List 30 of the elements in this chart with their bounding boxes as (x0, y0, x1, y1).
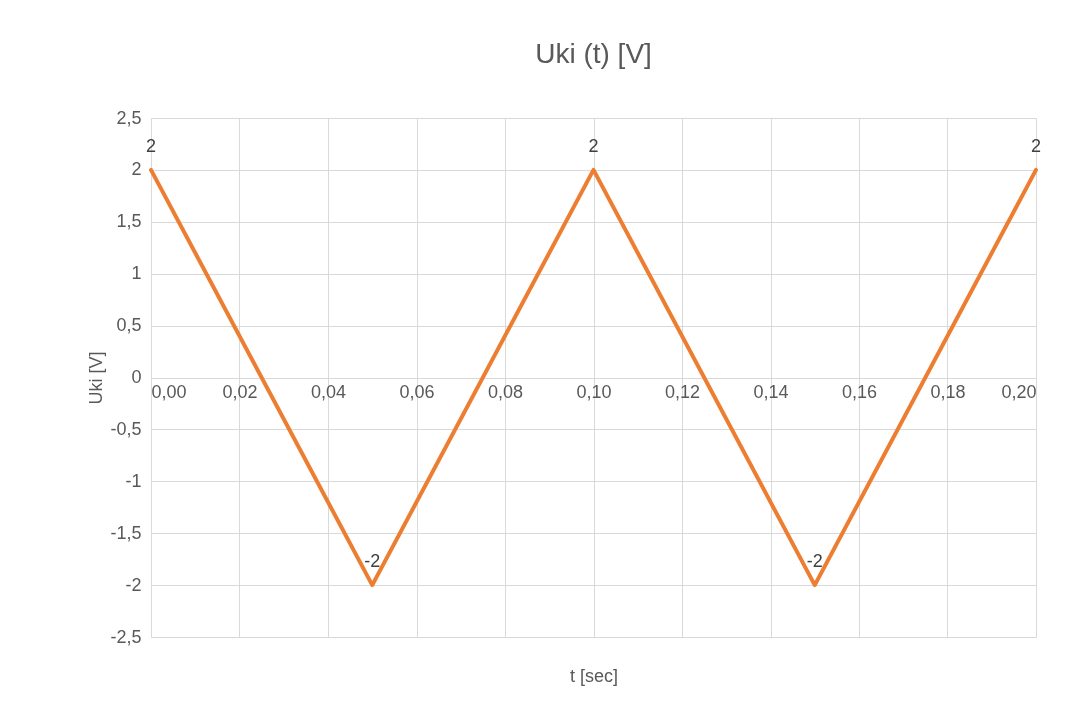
y-tick-label: 1,5 (116, 211, 142, 232)
y-axis-title: Uki [V] (86, 351, 107, 405)
x-tick-label: 0,12 (664, 382, 701, 402)
chart-title: Uki (t) [V] (535, 38, 652, 69)
y-tick-label: 0 (131, 367, 142, 387)
x-tick-label: 0,14 (753, 382, 789, 402)
x-tick-label: 0,18 (930, 382, 966, 402)
x-tick-label: 0,20 (1001, 382, 1037, 402)
x-tick-label: 0,06 (399, 382, 435, 402)
y-tick-label: -2 (125, 574, 142, 595)
data-label: -2 (806, 551, 823, 572)
y-tick-label: -0,5 (110, 418, 142, 439)
y-tick-label: 2,5 (116, 107, 142, 128)
x-axis-title: t [sec] (569, 665, 619, 686)
x-tick-label: 0,08 (487, 382, 524, 402)
data-label: -2 (364, 551, 381, 572)
x-tick-label: 0,00 (151, 382, 187, 402)
y-tick-label: -1 (125, 470, 142, 491)
x-tick-label: 0,10 (576, 382, 612, 402)
x-tick-label: 0,02 (222, 382, 258, 402)
y-tick-label: 0,5 (116, 315, 142, 336)
y-tick-label: -2,5 (110, 626, 142, 647)
y-tick-label: -1,5 (110, 522, 142, 543)
x-tick-label: 0,04 (310, 382, 347, 402)
data-label: 2 (588, 135, 599, 156)
x-tick-label: 0,16 (841, 382, 878, 402)
y-tick-label: 2 (131, 159, 142, 180)
data-label: 2 (1030, 135, 1042, 156)
data-label: 2 (145, 135, 157, 156)
y-tick-label: 1 (131, 263, 142, 284)
